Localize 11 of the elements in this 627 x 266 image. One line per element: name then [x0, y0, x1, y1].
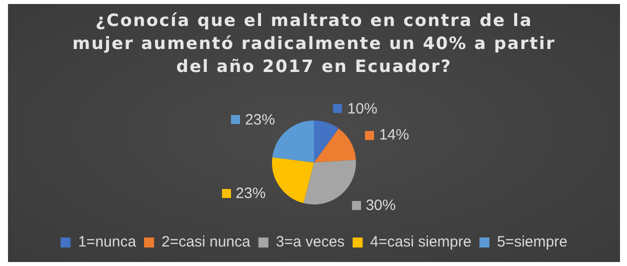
legend-label: 1=nunca — [78, 234, 137, 251]
data-label: 30% — [366, 196, 396, 214]
legend-label: 5=siempre — [496, 234, 568, 251]
data-label: 14% — [379, 126, 410, 144]
legend-label: 3=a veces — [276, 234, 345, 251]
data-label: 23% — [244, 112, 275, 129]
legend-label: 2=casi nunca — [162, 234, 252, 251]
data-label: 23% — [236, 185, 266, 202]
chart-title: ¿Conocía que el maltrato en contra de la mujer aumentó radicalmente un 40% a partir del año 2017 en Ecuador? — [71, 10, 557, 79]
data-label: 10% — [347, 100, 378, 118]
legend-label: 4=casi siempre — [370, 234, 472, 251]
